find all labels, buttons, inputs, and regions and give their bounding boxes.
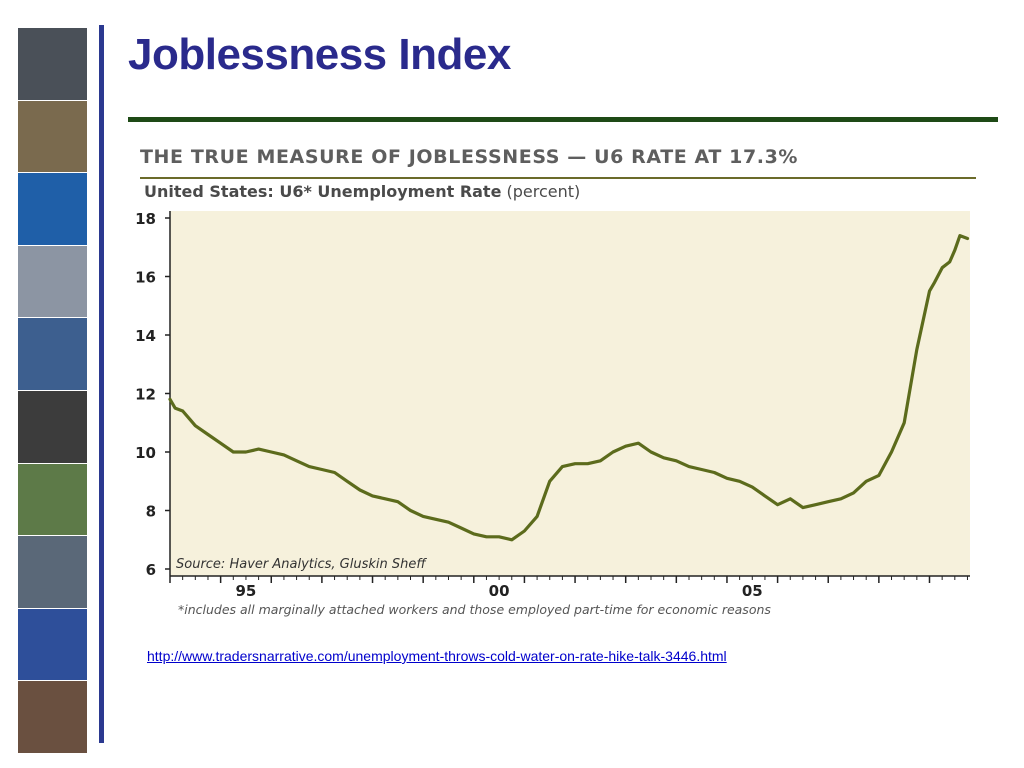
y-tick-label: 18	[135, 210, 156, 228]
chart-footnote: *includes all marginally attached worker…	[178, 602, 771, 617]
plot-background	[170, 211, 970, 576]
chart-title: THE TRUE MEASURE OF JOBLESSNESS — U6 RAT…	[140, 146, 799, 168]
chart-heading-rule	[140, 177, 976, 179]
y-tick-label: 14	[135, 327, 156, 345]
unhcr-truck-photo	[18, 318, 87, 391]
x-tick-label: 00	[489, 582, 510, 600]
y-tick-label: 6	[146, 561, 156, 579]
u6-rate-line	[168, 234, 970, 542]
chart-subtitle: United States: U6* Unemployment Rate (pe…	[144, 182, 580, 201]
handcuffs-photo	[18, 681, 87, 754]
title-rule	[128, 117, 998, 122]
un-emblem-photo	[18, 173, 87, 246]
cemetery-photo	[18, 463, 87, 537]
chart-source-note: Source: Haver Analytics, Gluskin Sheff	[176, 557, 427, 572]
slide-title: Joblessness Index	[128, 30, 511, 79]
towers-smoke-photo	[18, 245, 87, 319]
protest-signs-photo	[18, 608, 87, 682]
riot-police-photo	[18, 28, 87, 101]
source-link[interactable]: http://www.tradersnarrative.com/unemploy…	[147, 648, 727, 664]
x-tick-label: 95	[236, 582, 257, 600]
soldier-photo	[18, 100, 87, 174]
mlk-portrait-photo	[18, 390, 87, 464]
y-tick-label: 10	[135, 444, 156, 462]
fighter-jet-photo	[18, 536, 87, 609]
x-tick-label: 05	[742, 582, 763, 600]
slide-divider-line	[99, 25, 104, 743]
y-tick-label: 12	[135, 386, 156, 404]
y-tick-label: 16	[135, 269, 156, 287]
chart-subtitle-main: United States: U6* Unemployment Rate	[144, 182, 502, 201]
photo-strip	[18, 28, 87, 754]
chart-subtitle-unit: (percent)	[506, 182, 581, 201]
y-tick-label: 8	[146, 503, 156, 521]
